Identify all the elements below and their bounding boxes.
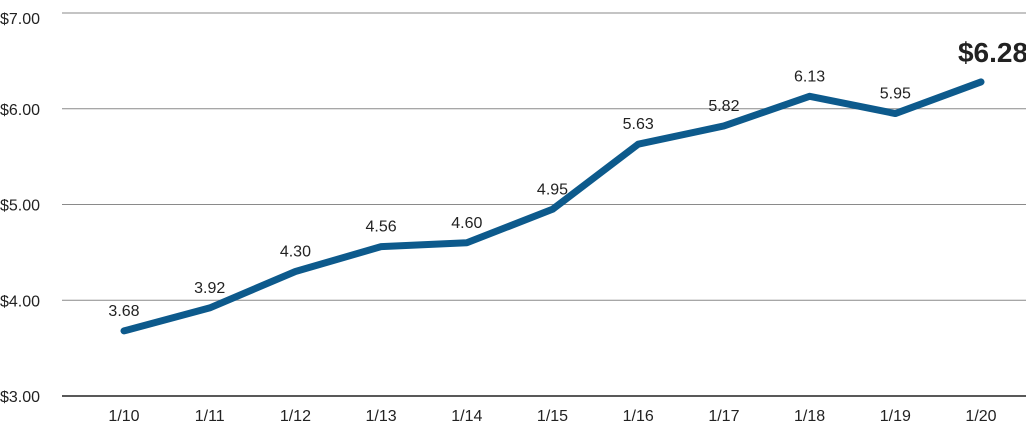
x-tick-label: 1/13 — [366, 408, 397, 425]
latest-value-label: $6.28 — [958, 37, 1026, 68]
y-tick-label: $4.00 — [0, 293, 40, 310]
x-tick-label: 1/19 — [880, 408, 911, 425]
x-tick-label: 1/15 — [537, 408, 568, 425]
y-tick-label: $3.00 — [0, 389, 40, 406]
x-tick-label: 1/20 — [965, 408, 996, 425]
price-series-line — [120, 78, 985, 335]
data-label: 4.95 — [537, 181, 568, 198]
y-tick-label: $5.00 — [0, 198, 40, 215]
data-label: 5.95 — [880, 86, 911, 103]
x-tick-label: 1/10 — [108, 408, 139, 425]
x-tick-label: 1/14 — [451, 408, 482, 425]
y-axis-tick-labels: $3.00 $4.00 $5.00 $6.00 $7.00 — [0, 11, 40, 406]
gridlines — [62, 12, 1026, 397]
data-label: 3.92 — [194, 280, 225, 297]
x-tick-label: 1/17 — [708, 408, 739, 425]
y-tick-label: $7.00 — [0, 11, 40, 28]
data-label: 4.56 — [366, 219, 397, 236]
data-label: 3.68 — [108, 303, 139, 320]
x-tick-label: 1/18 — [794, 408, 825, 425]
x-tick-label: 1/11 — [195, 408, 225, 425]
data-label: 4.60 — [451, 215, 482, 232]
data-label: 5.63 — [623, 116, 654, 133]
data-labels: 3.68 3.92 4.30 4.56 4.60 4.95 5.63 5.82 6.13 5.95… — [108, 37, 1026, 320]
data-label: 4.30 — [280, 244, 311, 261]
data-label: 6.13 — [794, 68, 825, 85]
x-tick-label: 1/12 — [280, 408, 311, 425]
price-series — [120, 78, 985, 335]
data-label: 5.82 — [708, 98, 739, 115]
x-tick-label: 1/16 — [623, 408, 654, 425]
x-axis-tick-labels: 1/10 1/11 1/12 1/13 1/14 1/15 1/16 1/17 1/18 1/19… — [108, 408, 996, 425]
y-tick-label: $6.00 — [0, 102, 40, 119]
